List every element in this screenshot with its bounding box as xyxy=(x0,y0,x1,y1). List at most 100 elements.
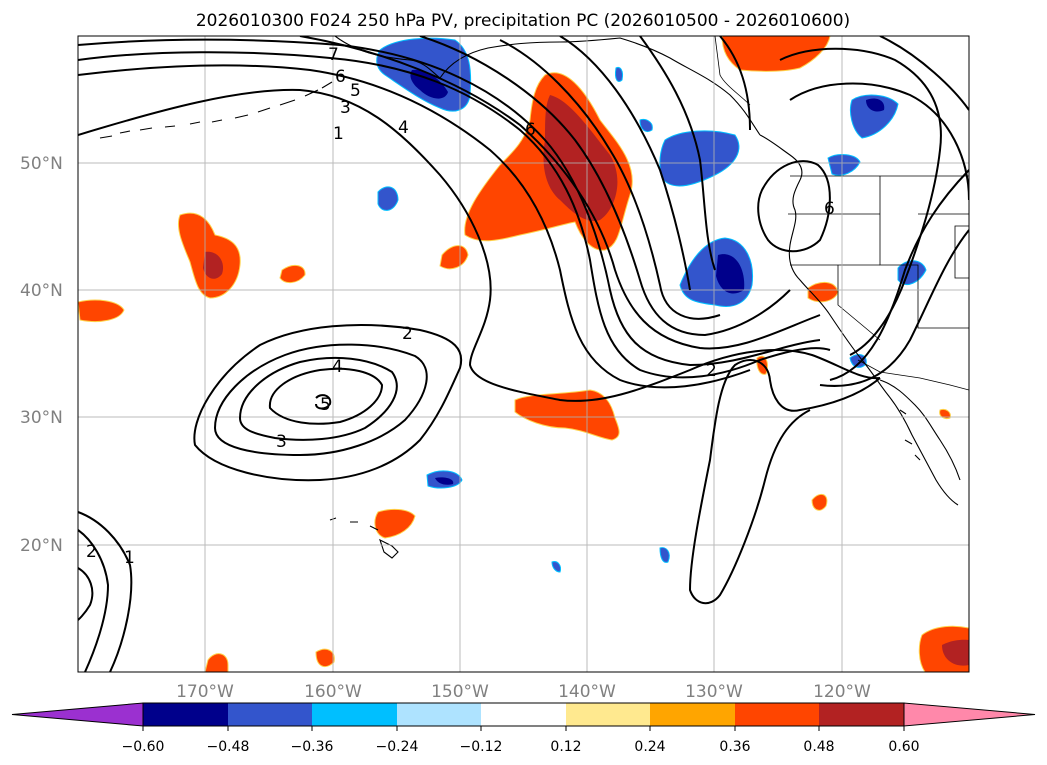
pv-contour-tropical-tongue xyxy=(688,359,881,605)
colorbar-tick-label: 0.36 xyxy=(719,739,750,755)
precip-anomaly-bc-coast xyxy=(639,119,653,133)
pv-contours xyxy=(78,36,969,672)
colorbar-tick-label: −0.36 xyxy=(291,739,334,755)
lon-label-150w: 150°W xyxy=(431,682,489,702)
colorbar-bin-9 xyxy=(819,703,904,726)
pv-contour-trough-7 xyxy=(499,39,721,320)
aleutian-islands xyxy=(99,81,333,139)
pv-contour-ridge-west-1 xyxy=(639,36,716,271)
precip-anomaly-bc-small xyxy=(615,67,623,82)
precip-anomaly-south-3 xyxy=(939,409,951,419)
pv-contour-trough-5 xyxy=(299,36,821,350)
colorbar-frame xyxy=(142,702,905,727)
lat-label-50n: 50°N xyxy=(20,154,63,174)
precip-anomaly-west-pacific-core xyxy=(203,251,224,279)
pv-contour-trough-2 xyxy=(78,51,831,379)
precip-anomaly-subtropical-core xyxy=(435,477,454,485)
lon-tick-labels: 170°W 160°W 150°W 140°W 130°W 120°W xyxy=(176,682,871,702)
state-line-3 xyxy=(879,176,969,329)
pv-contour-southwest-3 xyxy=(78,567,94,621)
pv-label-4-north: 4 xyxy=(398,118,409,138)
precip-anomaly-tropical-2 xyxy=(551,561,561,573)
pv-contour-east-3 xyxy=(879,36,969,111)
colorbar-tick-labels: −0.60 −0.48 −0.36 −0.24 −0.12 0.12 0.24 … xyxy=(122,739,920,755)
pv-contour-east-5 xyxy=(819,229,969,387)
precip-anomaly-idaho xyxy=(849,94,899,139)
precip-anomaly-south-2 xyxy=(315,648,335,668)
pv-label-6: 6 xyxy=(335,67,346,87)
pv-label-2-cutoff: 2 xyxy=(402,324,413,344)
precip-anomaly-south-1 xyxy=(204,653,229,672)
precip-anomaly-southeast-corner-core xyxy=(942,639,969,666)
precip-anomaly-gulf-core xyxy=(543,95,618,221)
precip-anomaly-tropical-1 xyxy=(659,547,670,563)
pv-contour-trough-4 xyxy=(78,38,821,367)
lon-label-140w: 140°W xyxy=(558,682,616,702)
pv-contour-pnw-loop xyxy=(757,160,831,253)
pv-label-5: 5 xyxy=(350,81,361,101)
bc-coastline xyxy=(759,134,959,506)
pv-contour-cutoff-low-2 xyxy=(193,324,463,482)
colorbar-tick-label: 0.48 xyxy=(803,739,834,755)
precip-anomaly-aleutian-north-core xyxy=(410,69,448,99)
pv-label-6-gulf: 6 xyxy=(525,120,536,140)
alaska-canada-border xyxy=(714,36,751,106)
lat-tick-labels: 50°N 40°N 30°N 20°N xyxy=(20,154,63,556)
lat-label-30n: 30°N xyxy=(20,408,63,428)
colorbar-bin-7 xyxy=(650,703,735,726)
pv-label-3: 3 xyxy=(340,98,351,118)
map-background xyxy=(78,36,969,672)
colorbar-bin-5 xyxy=(481,703,566,726)
lon-label-160w: 160°W xyxy=(304,682,362,702)
pv-contour-labels: 7 6 5 3 1 4 6 6 2 4 5 3 2 2 1 xyxy=(86,45,835,568)
pv-contour-ridge-1 xyxy=(78,88,881,402)
pv-contour-cutoff-low-3 xyxy=(213,343,428,457)
pv-label-4-cutoff: 4 xyxy=(332,357,343,377)
colorbar-tick-label: 0.12 xyxy=(550,739,581,755)
colorbar-bin-8 xyxy=(735,703,819,726)
precip-anomaly-idaho-core xyxy=(866,98,885,112)
colorbar-tick-label: 0.60 xyxy=(888,739,919,755)
colorbar: −0.60 −0.48 −0.36 −0.24 −0.12 0.12 0.24 … xyxy=(11,702,1036,755)
pv-contour-trough-8 xyxy=(559,36,691,291)
colorbar-bin-6 xyxy=(566,703,650,726)
sea-of-cortez-islands xyxy=(899,409,921,461)
colorbar-tick-label: −0.60 xyxy=(122,739,165,755)
colorbar-bin-4 xyxy=(397,703,481,726)
lon-label-130w: 130°W xyxy=(685,682,743,702)
precip-anomaly-hawaii xyxy=(374,508,416,539)
political-boundaries xyxy=(714,36,969,391)
colorbar-extend-high xyxy=(903,702,1036,727)
colorbar-tick-label: −0.24 xyxy=(376,739,419,755)
precip-anomaly-small-2 xyxy=(439,245,469,270)
pv-contour-cutoff-low-5 xyxy=(315,394,332,410)
lat-label-40n: 40°N xyxy=(20,281,63,301)
colorbar-tick-label: −0.12 xyxy=(460,739,503,755)
pv-contour-ridge-west-2 xyxy=(719,36,751,131)
pv-contour-trough-3 xyxy=(78,64,751,389)
pv-contour-southwest-1 xyxy=(78,511,133,672)
colorbar-tick-marks xyxy=(142,726,905,731)
precip-anomaly-northern-california-core xyxy=(716,254,745,294)
figure-title: 2026010300 F024 250 hPa PV, precipitatio… xyxy=(196,11,850,31)
lat-label-20n: 20°N xyxy=(20,536,63,556)
lon-label-170w: 170°W xyxy=(176,682,234,702)
pv-label-2-east: 2 xyxy=(706,361,717,381)
pv-contour-southwest-2 xyxy=(78,529,110,672)
colorbar-tick-label: −0.48 xyxy=(207,739,250,755)
pv-contour-cutoff-low-3b xyxy=(238,356,398,441)
pv-label-1: 1 xyxy=(333,124,344,144)
map-frame xyxy=(77,35,970,673)
precip-anomaly-montana xyxy=(827,154,861,176)
pv-label-6-pnw: 6 xyxy=(824,199,835,219)
precip-anomaly-subtropical-band xyxy=(514,389,620,441)
colorbar-bin-2 xyxy=(228,703,312,726)
pv-label-5-cutoff: 5 xyxy=(320,395,331,415)
graticule xyxy=(78,36,969,672)
state-line-4 xyxy=(837,265,881,341)
precip-positive-anomalies xyxy=(78,36,969,672)
precip-anomaly-small-1 xyxy=(279,264,306,283)
us-mexico-border xyxy=(857,359,969,391)
pv-label-7: 7 xyxy=(328,45,339,65)
